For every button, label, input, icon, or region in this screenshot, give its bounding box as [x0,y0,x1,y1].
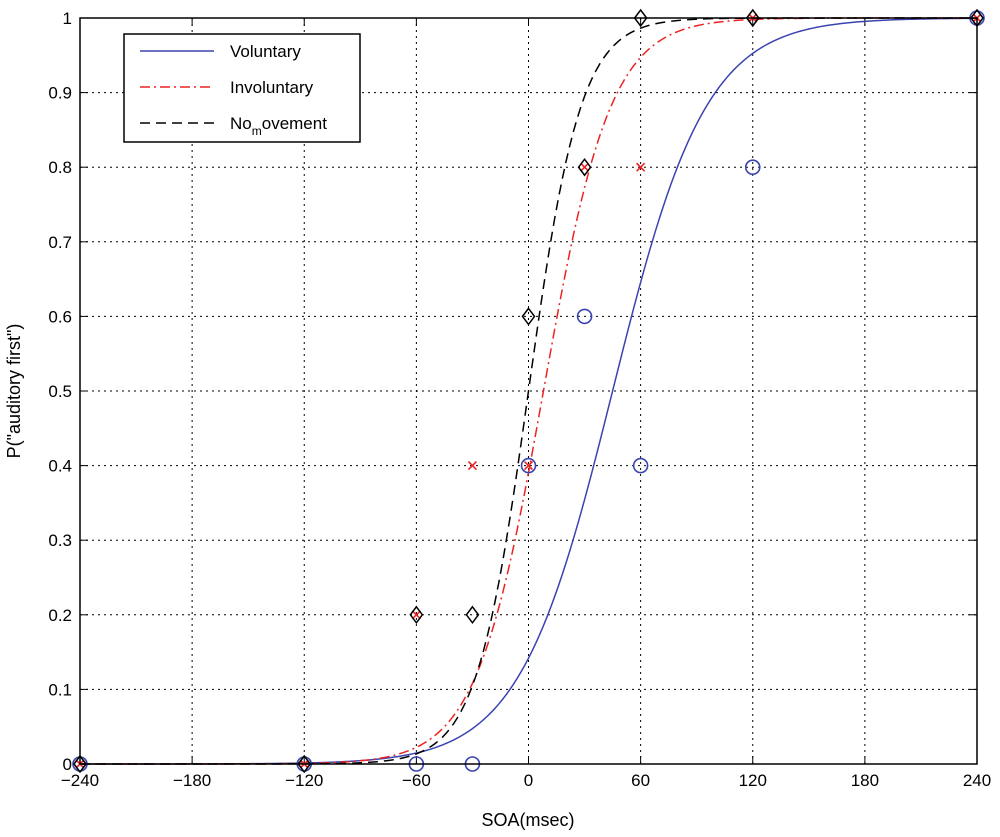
y-tick-label: 0.5 [48,382,72,401]
marker-involuntary [523,461,534,471]
marker-involuntary-stroke-b [523,461,534,471]
marker-involuntary [636,162,646,172]
marker-no-movement [577,157,592,177]
x-tick-label: −180 [173,771,211,790]
marker-no-movement [745,8,760,28]
x-tick-label: −60 [402,771,431,790]
x-tick-label: 0 [524,771,533,790]
marker-no-movement [409,605,424,625]
marker-no-movement [465,605,480,625]
legend: Voluntary Involuntary Nomovement [123,33,361,143]
x-tick-label: 120 [739,771,767,790]
y-axis-ticks: 0 0.1 0.2 0.3 0.4 0.5 0.6 0.7 0.8 0.9 1 [48,9,977,774]
marker-voluntary [520,457,537,474]
marker-no-movement [633,8,648,28]
legend-label-voluntary: Voluntary [230,42,301,61]
x-axis-ticks: −240 −180 −120 −60 0 60 120 180 240 [61,18,991,790]
marker-involuntary [579,162,590,172]
y-axis-label: P("auditory first") [4,324,24,459]
y-tick-label: 0.8 [48,158,72,177]
y-tick-label: 0.1 [48,680,72,699]
marker-no-movement [521,307,536,326]
marker-involuntary-stroke-b [636,162,646,172]
legend-label-no-movement-suffix: ovement [262,114,327,133]
y-tick-label: 0.4 [48,457,72,476]
marker-involuntary-stroke-b [579,162,590,172]
x-tick-label: −120 [285,771,323,790]
x-axis-label: SOA(msec) [481,810,574,830]
x-tick-label: −240 [61,771,99,790]
plot-area-border [79,17,978,765]
legend-label-no-movement-prefix: No [230,114,252,133]
y-tick-label: 0.3 [48,531,72,550]
legend-box [123,33,361,143]
x-tick-label: 180 [851,771,879,790]
marker-voluntary [744,159,761,175]
legend-label-no-movement-sub: m [252,124,262,138]
marker-no-movement [73,754,87,774]
y-tick-label: 0.2 [48,606,72,625]
marker-voluntary [576,308,593,325]
y-tick-label: 0.6 [48,307,72,326]
legend-label-no-movement: Nomovement [230,114,327,138]
x-tick-label: 240 [963,771,991,790]
x-tick-label: 60 [631,771,650,790]
marker-involuntary [411,610,421,620]
y-tick-label: 0.7 [48,233,72,252]
y-tick-label: 1 [63,9,72,28]
marker-involuntary-stroke-b [411,610,421,620]
y-tick-label: 0 [63,755,72,774]
legend-label-involuntary: Involuntary [230,78,314,97]
y-tick-label: 0.9 [48,84,72,103]
marker-involuntary-stroke-b [467,461,478,471]
marker-no-movement [297,754,312,774]
data-markers [72,8,985,774]
marker-involuntary [467,461,478,471]
marker-voluntary [632,457,649,474]
